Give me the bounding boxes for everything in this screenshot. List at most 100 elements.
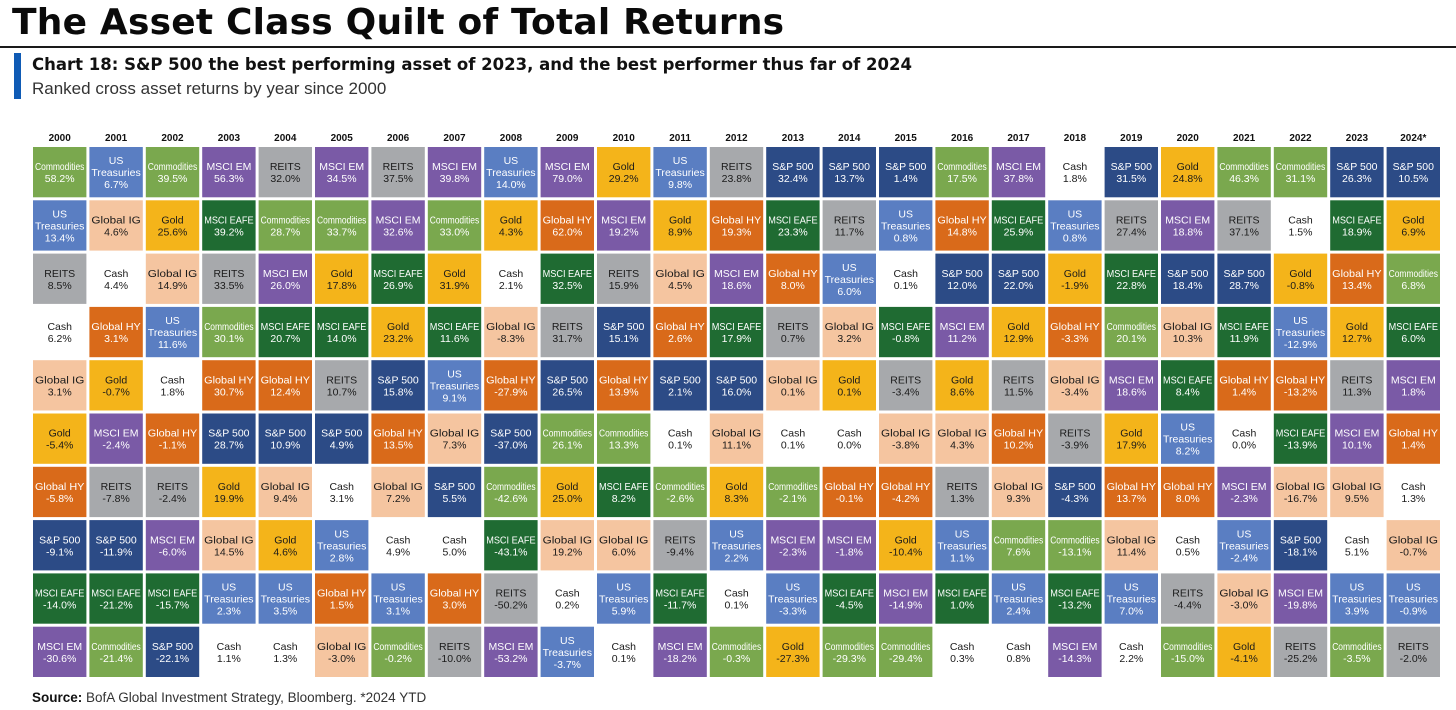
- return-value: -2.3%: [1230, 493, 1257, 505]
- return-value: 5.9%: [612, 606, 636, 618]
- return-value: 23.3%: [778, 226, 808, 238]
- quilt-cell-fill: [371, 360, 425, 411]
- return-value: 1.8%: [1401, 386, 1425, 398]
- quilt-cell: Global HY1.4%: [1217, 360, 1271, 411]
- return-value: 8.2%: [612, 493, 636, 505]
- quilt-cell-fill: [935, 360, 989, 411]
- return-value: 29.2%: [609, 173, 639, 185]
- quilt-cell-fill: [315, 200, 369, 251]
- asset-label: Treasuries: [599, 594, 648, 606]
- asset-label: S&P 500: [998, 268, 1039, 280]
- quilt-cell-fill: [991, 360, 1046, 411]
- asset-label: Global HY: [1219, 374, 1268, 386]
- asset-label: Treasuries: [1332, 594, 1381, 606]
- asset-label: Commodities: [937, 161, 986, 173]
- asset-label: Treasuries: [261, 594, 310, 606]
- year-label: 2021: [1233, 133, 1256, 144]
- return-value: 7.3%: [443, 440, 467, 452]
- asset-label: Treasuries: [486, 167, 535, 179]
- asset-label: US: [391, 582, 406, 594]
- quilt-cell-fill: [597, 520, 651, 571]
- return-value: 26.5%: [552, 386, 582, 398]
- return-value: 1.8%: [161, 386, 185, 398]
- quilt-cell-fill: [202, 413, 256, 464]
- asset-label: Gold: [218, 481, 240, 493]
- quilt-cell: REITS-3.4%: [879, 360, 933, 411]
- return-value: 25.9%: [1004, 226, 1034, 238]
- asset-label: Global HY: [430, 588, 479, 600]
- asset-label: Treasuries: [430, 380, 479, 392]
- quilt-cell-fill: [1386, 626, 1440, 677]
- quilt-cell-fill: [597, 626, 651, 677]
- quilt-cell: Global IG9.5%: [1330, 466, 1384, 518]
- quilt-cell-fill: [540, 626, 594, 677]
- year-label: 2000: [49, 133, 72, 144]
- return-value: 2.2%: [1119, 653, 1143, 665]
- quilt-cell-fill: [315, 626, 369, 677]
- asset-label: Treasuries: [1389, 594, 1438, 606]
- return-value: 4.9%: [386, 546, 410, 558]
- quilt-cell-fill: [1104, 520, 1158, 571]
- return-value: -21.4%: [99, 653, 132, 665]
- quilt-cell: MSCI EM-18.2%: [653, 626, 707, 677]
- quilt-cell-fill: [879, 147, 933, 198]
- quilt-cell: MSCI EAFE-15.7%: [145, 573, 200, 624]
- quilt-cell-fill: [822, 360, 876, 411]
- return-value: 2.1%: [668, 386, 692, 398]
- asset-label: Gold: [1289, 268, 1311, 280]
- asset-label: S&P 500: [1167, 268, 1208, 280]
- asset-label: Cash: [386, 534, 411, 546]
- asset-label: MSCI EAFE: [881, 321, 930, 333]
- quilt-cell-fill: [879, 520, 933, 571]
- quilt-cell-fill: [935, 306, 989, 358]
- quilt-cell: MSCI EAFE-21.2%: [89, 573, 143, 624]
- return-value: -2.1%: [779, 493, 806, 505]
- quilt-cell: Global IG4.3%: [935, 413, 989, 464]
- asset-label: Gold: [951, 374, 973, 386]
- return-value: 1.4%: [1401, 440, 1425, 452]
- return-value: 31.1%: [1286, 173, 1316, 185]
- quilt-cell-fill: [597, 200, 651, 251]
- quilt-cell-fill: [766, 520, 820, 571]
- return-value: 26.3%: [1342, 173, 1372, 185]
- quilt-cell: MSCI EAFE-4.5%: [822, 573, 876, 624]
- return-value: 18.4%: [1173, 280, 1203, 292]
- quilt-cell-fill: [145, 626, 200, 677]
- return-value: 18.9%: [1342, 226, 1372, 238]
- asset-label: Global HY: [91, 321, 140, 333]
- quilt-cell-fill: [202, 147, 256, 198]
- asset-label: Gold: [274, 534, 296, 546]
- return-value: 18.8%: [1173, 226, 1203, 238]
- quilt-cell-fill: [1048, 147, 1102, 198]
- asset-label: Commodities: [712, 641, 761, 653]
- asset-label: Treasuries: [91, 167, 140, 179]
- asset-label: MSCI EAFE: [599, 481, 648, 493]
- quilt-cell-fill: [484, 360, 538, 411]
- return-value: 11.6%: [158, 339, 187, 351]
- quilt-cell-fill: [597, 253, 651, 304]
- year-label: 2011: [669, 133, 691, 144]
- asset-label: Gold: [838, 374, 860, 386]
- return-value: -3.0%: [328, 653, 355, 665]
- return-value: 24.8%: [1173, 173, 1203, 185]
- quilt-cell: MSCI EAFE-13.2%: [1048, 573, 1102, 624]
